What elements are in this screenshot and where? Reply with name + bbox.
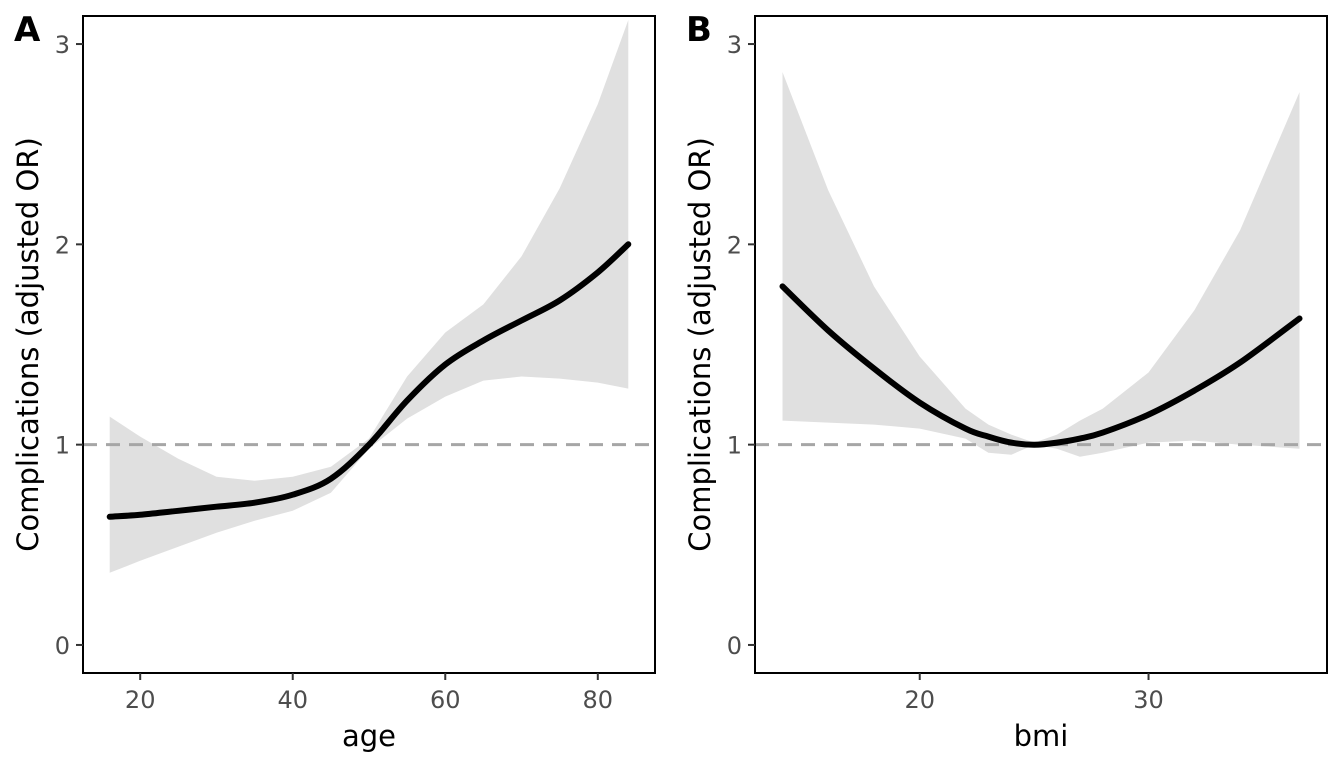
y-tick-label: 0: [55, 632, 70, 660]
x-tick-label: 20: [125, 686, 156, 714]
panel-tag: A: [14, 10, 41, 50]
panel-b: 0 1 2 3 20 30 bmi Complications (adjusted OR) B: [683, 10, 1328, 753]
y-tick-label: 2: [727, 231, 742, 259]
y-tick-label: 2: [55, 231, 70, 259]
y-axis-title: Complications (adjusted OR): [683, 137, 717, 552]
y-tick-label: 3: [727, 31, 742, 59]
x-tick-label: 80: [583, 686, 614, 714]
x-tick-label: 20: [904, 686, 935, 714]
estimate-line: [106, 241, 632, 520]
x-axis-title: age: [342, 719, 396, 753]
y-axis-title: Complications (adjusted OR): [11, 137, 45, 552]
confidence-band: [109, 20, 629, 573]
x-axis-title: bmi: [1014, 719, 1069, 753]
panel-tag: B: [686, 10, 712, 50]
panel-border: [82, 15, 656, 674]
x-tick-label: 40: [277, 686, 308, 714]
confidence-band: [782, 72, 1300, 457]
panel-a: 0 1 2 3 20 40 60 80 age Complications (adjusted O…: [11, 10, 656, 753]
estimate-line: [779, 283, 1303, 448]
x-tick-label: 60: [430, 686, 461, 714]
y-tick-label: 0: [727, 632, 742, 660]
panel-border: [754, 15, 1328, 674]
x-tick-label: 30: [1133, 686, 1164, 714]
y-tick-label: 3: [55, 31, 70, 59]
y-tick-label: 1: [727, 432, 742, 460]
y-tick-label: 1: [55, 432, 70, 460]
